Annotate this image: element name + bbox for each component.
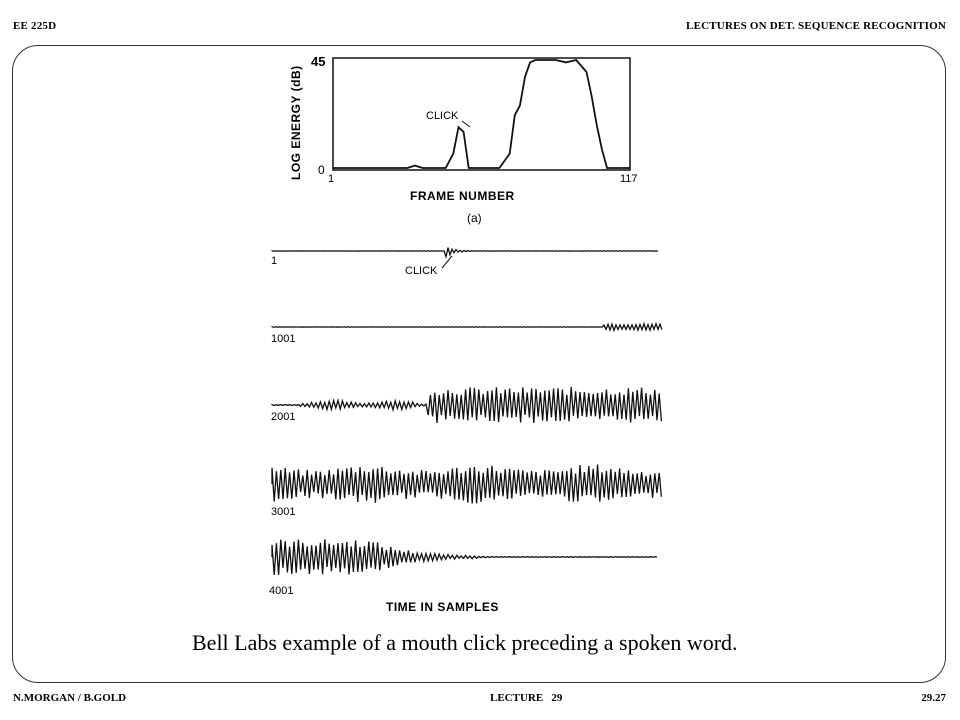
- energy-xmin-label: 1: [328, 173, 334, 185]
- waveform-row-2001: [271, 387, 663, 424]
- energy-ymin-label: 0: [318, 163, 325, 177]
- footer-page-number: 29.27: [921, 692, 946, 704]
- energy-panel-label: (a): [467, 211, 482, 225]
- energy-ymax-label: 45: [311, 54, 325, 69]
- waveform-label-1001: 1001: [271, 333, 295, 345]
- energy-plot: LOG ENERGY (dB) 45 0 1 117 FRAME NUMBER …: [289, 54, 638, 225]
- waveform-row-4001: [271, 539, 658, 575]
- waveform-click-label: CLICK: [405, 265, 438, 277]
- waveform-click-pointer: [441, 255, 453, 269]
- footer-authors: N.MORGAN / B.GOLD: [13, 692, 127, 704]
- waveform-row-3001: [271, 464, 663, 504]
- header-title: LECTURES ON DET. SEQUENCE RECOGNITION: [686, 20, 946, 32]
- footer-lecture: LECTURE 29: [490, 692, 563, 704]
- waveform-label-1: 1: [271, 255, 277, 267]
- energy-plot-frame: [332, 57, 631, 171]
- energy-click-pointer: [461, 120, 471, 128]
- figure-caption: Bell Labs example of a mouth click prece…: [192, 630, 738, 655]
- waveform-row-1: [271, 247, 659, 260]
- waveform-label-3001: 3001: [271, 506, 295, 518]
- waveform-label-2001: 2001: [271, 411, 295, 423]
- energy-line: [333, 58, 630, 169]
- waveform-label-4001: 4001: [269, 585, 293, 597]
- energy-click-label: CLICK: [426, 110, 459, 122]
- energy-ylabel: LOG ENERGY (dB): [289, 65, 303, 180]
- waveform-xlabel: TIME IN SAMPLES: [386, 600, 499, 614]
- energy-xlabel: FRAME NUMBER: [410, 189, 515, 203]
- header-course: EE 225D: [13, 20, 57, 32]
- waveform-panel: 1 1001 2001 3001 4001 CLICK TIME IN SAMP…: [269, 247, 663, 614]
- energy-xmax-label: 117: [620, 173, 638, 185]
- slide-frame: [12, 45, 946, 683]
- waveform-row-1001: [271, 321, 663, 333]
